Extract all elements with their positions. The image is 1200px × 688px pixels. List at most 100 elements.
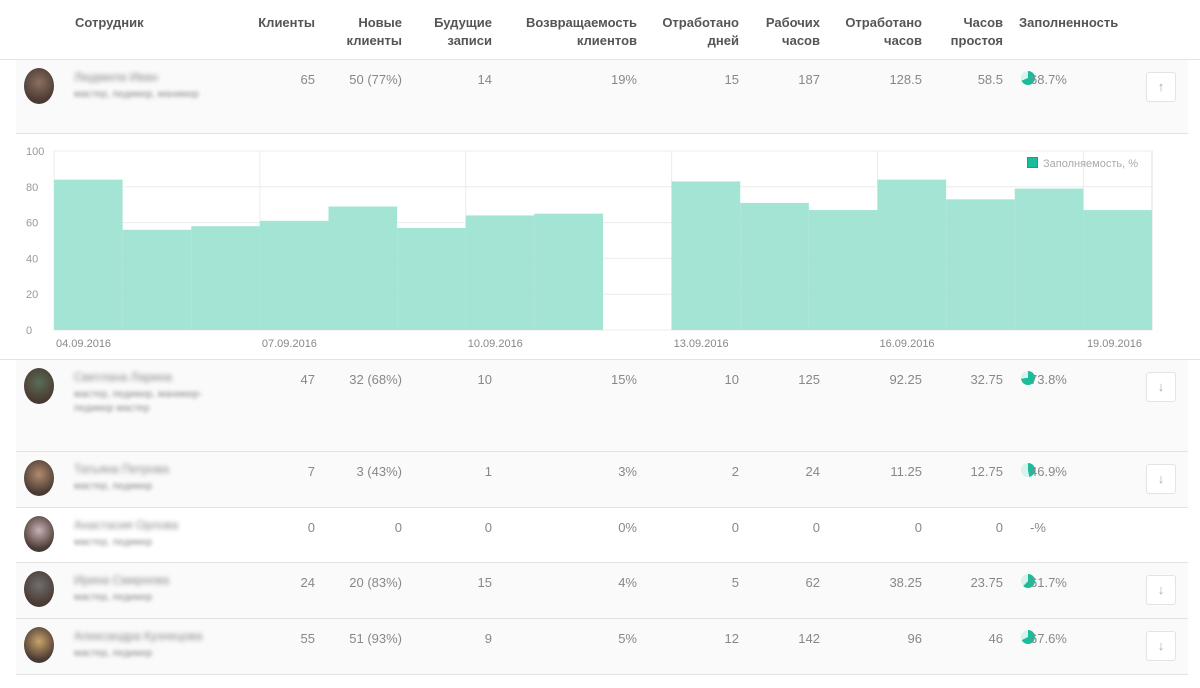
fill-chart: 0 20 40 60 80 100 04.09.2016 07.09.2016 10.09.20… <box>0 134 1200 360</box>
header-employee[interactable]: Сотрудник <box>75 15 144 30</box>
pie-chart-icon <box>1021 463 1035 477</box>
avatar <box>24 460 54 496</box>
x-tick-label: 19.09.2016 <box>1087 338 1142 350</box>
cell-clients: 7 <box>307 464 315 479</box>
x-tick-label: 07.09.2016 <box>262 338 317 350</box>
cell-fill: 73.8% <box>1030 372 1067 387</box>
cell-future: 9 <box>484 631 492 646</box>
cell-days: 15 <box>724 72 739 87</box>
header-clients[interactable]: Клиенты <box>258 15 315 30</box>
cell-work: 125 <box>798 372 820 387</box>
employee-name[interactable]: Ирина Смирнова <box>74 573 170 587</box>
cell-idle: 46 <box>988 631 1003 646</box>
chart-bar <box>740 202 809 330</box>
cell-new: 50 (77%) <box>349 72 402 87</box>
arrow-down-icon[interactable]: ↓ <box>1146 372 1176 402</box>
chart-bar <box>534 213 603 330</box>
chart-bar <box>191 226 260 330</box>
cell-ret: 3% <box>618 464 637 479</box>
cell-idle: 23.75 <box>970 575 1003 590</box>
cell-clients: 65 <box>300 72 315 87</box>
avatar <box>24 571 54 607</box>
arrow-down-icon[interactable]: ↓ <box>1146 575 1176 605</box>
cell-worked: 96 <box>907 631 922 646</box>
cell-idle: 0 <box>995 520 1003 535</box>
table-header: Сотрудник Клиенты Новые клиенты Будущие … <box>0 0 1200 60</box>
cell-new: 3 (43%) <box>356 464 402 479</box>
legend-swatch <box>1027 157 1038 168</box>
header-days[interactable]: Отработано дней <box>662 15 739 48</box>
chart-bar <box>54 179 123 330</box>
cell-future: 10 <box>477 372 492 387</box>
chart-bar <box>946 199 1015 330</box>
cell-worked: 0 <box>914 520 922 535</box>
employee-name[interactable]: Александра Кузнецова <box>74 629 203 643</box>
chart-bar <box>328 206 398 330</box>
employee-role: мастер, педикюр <box>74 592 153 603</box>
pie-chart-icon <box>1021 630 1035 644</box>
cell-future: 1 <box>484 464 492 479</box>
cell-new: 20 (83%) <box>349 575 402 590</box>
cell-new: 32 (68%) <box>349 372 402 387</box>
arrow-up-icon[interactable]: ↑ <box>1146 72 1176 102</box>
chart-legend[interactable]: Заполняемость, % <box>1027 157 1138 170</box>
employee-name[interactable]: Анастасия Орлова <box>74 518 179 532</box>
header-work-hours[interactable]: Рабочих часов <box>765 15 820 48</box>
cell-days: 10 <box>724 372 739 387</box>
x-tick-label: 04.09.2016 <box>56 338 111 350</box>
cell-clients: 47 <box>300 372 315 387</box>
table-row[interactable]: Татьяна Петрова мастер, педикюр 7 3 (43%) 1 3… <box>16 452 1188 508</box>
cell-worked: 11.25 <box>890 464 922 479</box>
cell-days: 12 <box>724 631 739 646</box>
chart-bar <box>1083 210 1152 330</box>
cell-worked: 38.25 <box>889 575 922 590</box>
fill-chart-svg: 0 20 40 60 80 100 04.09.2016 07.09.2016 10.09.20… <box>26 146 1153 350</box>
cell-fill: 67.6% <box>1030 631 1067 646</box>
cell-fill: 68.7% <box>1030 72 1067 87</box>
header-worked-hours[interactable]: Отработано часов <box>845 15 922 48</box>
header-fill[interactable]: Заполненность <box>1019 15 1119 30</box>
header-return[interactable]: Возвращаемость клиентов <box>525 15 637 48</box>
cell-new: 0 <box>394 520 402 535</box>
x-tick-label: 16.09.2016 <box>880 338 935 350</box>
pie-chart-icon <box>1021 574 1035 588</box>
employee-name[interactable]: Людмила Иван <box>74 70 158 84</box>
pie-chart-icon <box>1021 71 1035 85</box>
cell-days: 5 <box>731 575 739 590</box>
arrow-down-icon[interactable]: ↓ <box>1146 631 1176 661</box>
cell-fill: -% <box>1030 520 1046 535</box>
arrow-down-icon[interactable]: ↓ <box>1146 464 1176 494</box>
employee-role: мастер, педикюр, маникюр <box>74 89 199 100</box>
legend-label: Заполняемость, % <box>1043 158 1139 170</box>
employee-name[interactable]: Светлана Ларина <box>74 370 172 384</box>
header-future[interactable]: Будущие записи <box>434 15 492 48</box>
employee-name[interactable]: Татьяна Петрова <box>74 462 169 476</box>
table-row[interactable]: Александра Кузнецова мастер, педикюр 55 51 … <box>16 619 1188 675</box>
avatar <box>24 627 54 663</box>
cell-ret: 5% <box>618 631 637 646</box>
table-row[interactable]: Анастасия Орлова мастер, педикюр 0 0 0 0% 0 0 0 0… <box>16 508 1188 563</box>
header-new-clients[interactable]: Новые клиенты <box>346 15 402 48</box>
table-row[interactable]: Людмила Иван мастер, педикюр, маникюр 65 50… <box>16 60 1188 134</box>
cell-clients: 55 <box>300 631 315 646</box>
cell-worked: 92.25 <box>889 372 922 387</box>
cell-clients: 24 <box>300 575 315 590</box>
cell-days: 0 <box>731 520 739 535</box>
cell-days: 2 <box>731 464 739 479</box>
employee-role: мастер, педикюр <box>74 481 153 492</box>
table-row[interactable]: Светлана Ларина мастер, педикюр, маникюр-… <box>16 360 1188 452</box>
chart-bar <box>1014 188 1084 330</box>
employee-role: мастер, педикюр <box>74 537 153 548</box>
x-tick-label: 13.09.2016 <box>674 338 729 350</box>
header-idle[interactable]: Часов простоя <box>950 15 1003 48</box>
cell-future: 14 <box>477 72 492 87</box>
y-tick-label: 20 <box>26 289 38 301</box>
y-tick-label: 100 <box>26 146 44 158</box>
avatar <box>24 368 54 404</box>
cell-idle: 58.5 <box>977 72 1003 87</box>
cell-work: 24 <box>805 464 820 479</box>
cell-new: 51 (93%) <box>349 631 402 646</box>
table-row[interactable]: Ирина Смирнова мастер, педикюр 24 20 (83%) 1… <box>16 563 1188 619</box>
cell-future: 0 <box>484 520 492 535</box>
y-tick-label: 0 <box>26 325 32 337</box>
